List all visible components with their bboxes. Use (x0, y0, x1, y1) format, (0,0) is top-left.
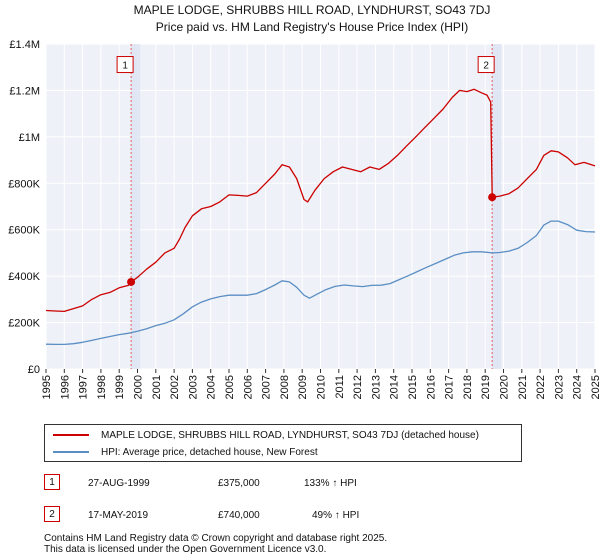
x-tick-label: 2018 (462, 375, 474, 399)
x-tick-label: 2014 (389, 375, 401, 399)
sale-point (127, 277, 136, 286)
y-tick-label: £1.2M (9, 85, 40, 97)
property-price-line (45, 88, 596, 313)
x-tick-label: 1997 (78, 375, 90, 399)
x-tick-label: 1996 (59, 375, 71, 399)
highlight-band (492, 44, 502, 369)
y-tick-label: £600K (8, 225, 40, 237)
x-tick-label: 2001 (151, 375, 163, 399)
annotation-price: £740,000 (218, 510, 260, 521)
y-tick-label: £400K (8, 271, 40, 283)
x-tick-label: 2005 (224, 375, 236, 399)
annotation-price: £375,000 (218, 478, 260, 489)
x-tick-label: 2016 (425, 375, 437, 399)
y-tick-label: £1.4M (9, 39, 40, 51)
marker-box-label: 1 (122, 61, 128, 72)
footer: Contains HM Land Registry data © Crown c… (44, 533, 387, 555)
sale-points (127, 193, 497, 286)
x-tick-label: 2003 (187, 375, 199, 399)
marker-box-frame (116, 56, 134, 74)
sale-point (488, 193, 497, 202)
price-chart: MAPLE LODGE, SHRUBBS HILL ROAD, LYNDHURS… (8, 3, 600, 399)
x-tick-label: 2010 (316, 375, 328, 399)
x-tick-label: 2025 (590, 375, 600, 399)
x-tick-label: 2023 (553, 375, 565, 399)
x-tick-label: 2008 (279, 375, 291, 399)
legend-label-hpi: HPI: Average price, detached house, New … (101, 447, 318, 458)
annotation-hpi: 133% ↑ HPI (304, 478, 357, 489)
x-tick-label: 2007 (261, 375, 273, 399)
x-tick-label: 2021 (517, 375, 529, 399)
x-tick-label: 2019 (480, 375, 492, 399)
x-tick-label: 2012 (352, 375, 364, 399)
legend: MAPLE LODGE, SHRUBBS HILL ROAD, LYNDHURS… (44, 424, 522, 462)
x-tick-label: 2011 (334, 375, 346, 399)
y-tick-label: £800K (8, 178, 40, 190)
x-tick-label: 2022 (535, 375, 547, 399)
y-tick-label: £200K (8, 318, 40, 330)
annotation-number: 2 (44, 506, 60, 522)
x-axis-ticks: 1995 1996 1997 1998 1999 2000 2001 2002 2003 2004… (41, 369, 600, 399)
highlight-band (131, 44, 141, 369)
y-tick-label: £1M (19, 132, 40, 144)
y-tick-label: £0 (28, 364, 40, 376)
y-axis-ticks: £0 £200K £400K £600K £800K £1M £1.2M £1.4M (8, 39, 40, 376)
marker-box-frame (477, 56, 495, 74)
annotation-date: 17-MAY-2019 (88, 510, 149, 521)
annotation-number: 1 (44, 474, 60, 490)
x-tick-label: 2015 (407, 375, 419, 399)
x-tick-label: 2002 (169, 375, 181, 399)
marker-box: 2 (477, 56, 495, 74)
x-tick-label: 2006 (242, 375, 254, 399)
x-tick-label: 1998 (96, 375, 108, 399)
footer-copyright: Contains HM Land Registry data © Crown c… (44, 533, 388, 544)
chart-subtitle: Price paid vs. HM Land Registry's House … (156, 20, 468, 34)
legend-item-property: MAPLE LODGE, SHRUBBS HILL ROAD, LYNDHURS… (53, 427, 479, 445)
legend-label-property: MAPLE LODGE, SHRUBBS HILL ROAD, LYNDHURS… (101, 430, 479, 441)
annotation-date: 27-AUG-1999 (88, 478, 150, 489)
x-tick-label: 1995 (41, 375, 53, 399)
x-tick-label: 2013 (370, 375, 382, 399)
x-tick-label: 2024 (572, 375, 584, 399)
hpi-line (45, 220, 596, 346)
footer-licence: This data is licensed under the Open Gov… (44, 544, 327, 555)
legend-swatch-property (53, 434, 89, 437)
x-tick-label: 2017 (444, 375, 456, 399)
period-highlight (131, 44, 502, 369)
x-tick-label: 1999 (114, 375, 126, 399)
x-tick-label: 2009 (297, 375, 309, 399)
series-lines (45, 88, 596, 346)
marker-box: 1 (116, 56, 134, 74)
legend-item-hpi: HPI: Average price, detached house, New … (53, 444, 318, 462)
legend-swatch-hpi (53, 451, 89, 454)
marker-box-label: 2 (483, 61, 489, 72)
annotation-hpi: 49% ↑ HPI (312, 510, 360, 521)
chart-title: MAPLE LODGE, SHRUBBS HILL ROAD, LYNDHURS… (134, 3, 491, 17)
x-tick-label: 2000 (133, 375, 145, 399)
x-tick-label: 2020 (499, 375, 511, 399)
x-tick-label: 2004 (206, 375, 218, 399)
